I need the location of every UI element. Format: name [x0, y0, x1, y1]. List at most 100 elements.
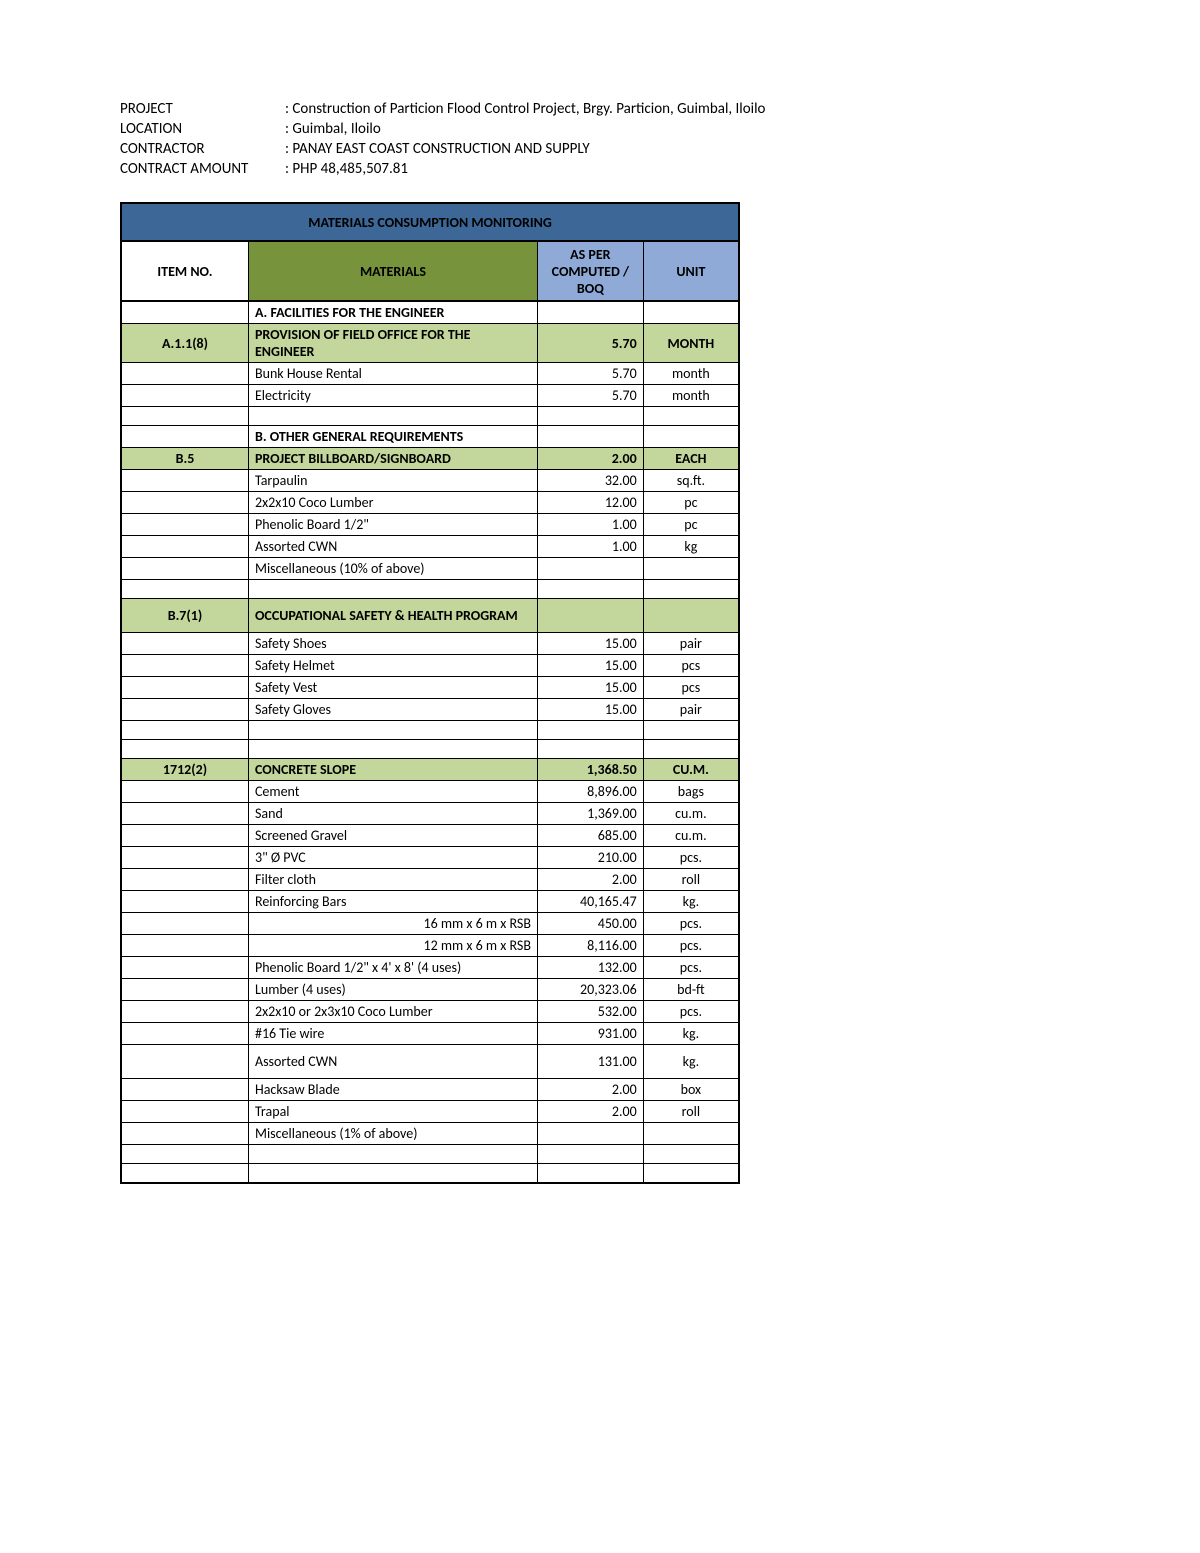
table-row: 2x2x10 or 2x3x10 Coco Lumber532.00pcs.	[121, 1001, 739, 1023]
table-cell	[537, 426, 643, 448]
table-cell: CONCRETE SLOPE	[248, 759, 537, 781]
project-info: PROJECT Construction of Particion Flood …	[120, 100, 1080, 178]
table-cell	[121, 558, 248, 580]
table-row	[121, 740, 739, 759]
table-cell: pcs	[643, 655, 739, 677]
table-cell	[643, 1123, 739, 1145]
table-cell	[121, 407, 248, 426]
table-cell: pcs	[643, 677, 739, 699]
table-cell	[643, 1145, 739, 1164]
table-row	[121, 580, 739, 599]
table-cell	[121, 580, 248, 599]
table-cell: 32.00	[537, 470, 643, 492]
info-value: Guimbal, Iloilo	[285, 120, 1080, 138]
table-cell: Trapal	[248, 1101, 537, 1123]
table-cell: OCCUPATIONAL SAFETY & HEALTH PROGRAM	[248, 599, 537, 633]
table-row: Screened Gravel685.00cu.m.	[121, 825, 739, 847]
table-cell: pcs.	[643, 935, 739, 957]
table-cell	[248, 740, 537, 759]
table-cell: Sand	[248, 803, 537, 825]
table-row: A.1.1(8)PROVISION OF FIELD OFFICE FOR TH…	[121, 324, 739, 363]
table-cell	[248, 1164, 537, 1183]
info-label: LOCATION	[120, 120, 285, 138]
table-row: Phenolic Board 1/2"1.00pc	[121, 514, 739, 536]
table-body: A. FACILITIES FOR THE ENGINEERA.1.1(8)PR…	[121, 301, 739, 1183]
table-cell: 5.70	[537, 363, 643, 385]
table-cell: Screened Gravel	[248, 825, 537, 847]
table-cell	[121, 677, 248, 699]
table-cell	[121, 847, 248, 869]
table-cell: 15.00	[537, 633, 643, 655]
table-cell	[121, 913, 248, 935]
table-cell: 450.00	[537, 913, 643, 935]
table-title: MATERIALS CONSUMPTION MONITORING	[121, 203, 739, 241]
table-row: A. FACILITIES FOR THE ENGINEER	[121, 301, 739, 324]
table-row: Bunk House Rental5.70month	[121, 363, 739, 385]
table-cell	[248, 721, 537, 740]
col-header-materials: MATERIALS	[248, 241, 537, 301]
table-cell: 2x2x10 or 2x3x10 Coco Lumber	[248, 1001, 537, 1023]
table-cell: Safety Vest	[248, 677, 537, 699]
table-row: Cement8,896.00bags	[121, 781, 739, 803]
table-cell: 12 mm x 6 m x RSB	[248, 935, 537, 957]
table-cell: bags	[643, 781, 739, 803]
col-header-unit: UNIT	[643, 241, 739, 301]
table-cell	[643, 1164, 739, 1183]
table-cell	[537, 599, 643, 633]
table-cell: 8,896.00	[537, 781, 643, 803]
info-label: CONTRACT AMOUNT	[120, 160, 285, 178]
table-cell	[121, 1145, 248, 1164]
table-cell	[643, 580, 739, 599]
table-cell: 2.00	[537, 1079, 643, 1101]
table-cell	[121, 655, 248, 677]
table-cell: 16 mm x 6 m x RSB	[248, 913, 537, 935]
table-cell	[121, 1001, 248, 1023]
table-row	[121, 721, 739, 740]
table-cell	[121, 1164, 248, 1183]
table-cell: pcs.	[643, 957, 739, 979]
table-row: Safety Gloves15.00pair	[121, 699, 739, 721]
table-cell: 15.00	[537, 655, 643, 677]
table-cell: Electricity	[248, 385, 537, 407]
table-row: Safety Vest15.00pcs	[121, 677, 739, 699]
table-cell	[121, 721, 248, 740]
table-row: 2x2x10 Coco Lumber12.00pc	[121, 492, 739, 514]
table-row: Trapal2.00roll	[121, 1101, 739, 1123]
table-cell: Assorted CWN	[248, 536, 537, 558]
table-cell: pc	[643, 492, 739, 514]
table-cell: Reinforcing Bars	[248, 891, 537, 913]
col-header-boq: AS PER COMPUTED / BOQ	[537, 241, 643, 301]
table-cell: kg.	[643, 1045, 739, 1079]
table-cell: 3" Ø PVC	[248, 847, 537, 869]
table-cell	[537, 301, 643, 324]
table-cell	[121, 363, 248, 385]
table-cell: Miscellaneous (1% of above)	[248, 1123, 537, 1145]
table-row: B.7(1)OCCUPATIONAL SAFETY & HEALTH PROGR…	[121, 599, 739, 633]
col-header-item: ITEM NO.	[121, 241, 248, 301]
table-cell	[643, 301, 739, 324]
table-cell: pair	[643, 699, 739, 721]
table-cell: Filter cloth	[248, 869, 537, 891]
table-row: Lumber (4 uses)20,323.06bd-ft	[121, 979, 739, 1001]
table-cell	[537, 407, 643, 426]
table-cell: 132.00	[537, 957, 643, 979]
table-cell	[121, 301, 248, 324]
table-cell: 1,369.00	[537, 803, 643, 825]
table-cell: pcs.	[643, 847, 739, 869]
table-cell: Phenolic Board 1/2" x 4' x 8' (4 uses)	[248, 957, 537, 979]
table-cell: Assorted CWN	[248, 1045, 537, 1079]
table-cell	[121, 1101, 248, 1123]
table-cell: Safety Gloves	[248, 699, 537, 721]
table-cell: 5.70	[537, 385, 643, 407]
table-cell: A. FACILITIES FOR THE ENGINEER	[248, 301, 537, 324]
table-cell	[121, 781, 248, 803]
table-cell: Lumber (4 uses)	[248, 979, 537, 1001]
table-row: B.5PROJECT BILLBOARD/SIGNBOARD2.00EACH	[121, 448, 739, 470]
table-cell	[643, 426, 739, 448]
table-cell: 2.00	[537, 869, 643, 891]
table-row: Miscellaneous (1% of above)	[121, 1123, 739, 1145]
table-cell: 40,165.47	[537, 891, 643, 913]
table-cell	[643, 407, 739, 426]
table-cell: #16 Tie wire	[248, 1023, 537, 1045]
table-row: Tarpaulin32.00sq.ft.	[121, 470, 739, 492]
